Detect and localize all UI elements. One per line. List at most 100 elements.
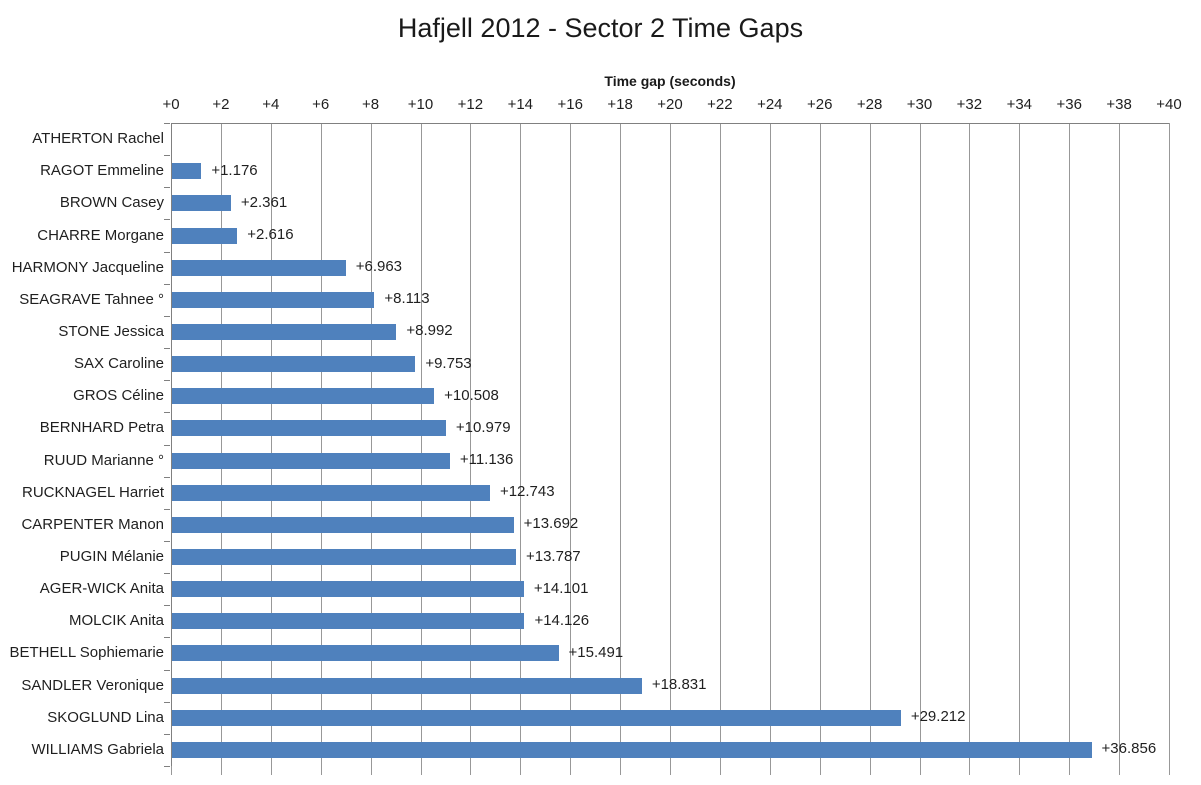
x-tick-label: +0 xyxy=(162,96,180,113)
bar-value-label: +14.101 xyxy=(533,579,589,597)
y-axis-tick xyxy=(164,733,170,735)
x-tick-label: +38 xyxy=(1106,96,1132,113)
category-label: GROS Céline xyxy=(73,387,164,405)
y-axis-tick xyxy=(164,701,170,703)
bar-value-label: +1.176 xyxy=(211,161,258,179)
plot-area: +1.176 +2.361 +2.616 +6.963 +8.113 +8.992 +9.7… xyxy=(164,123,1170,775)
y-axis-tick xyxy=(164,540,170,542)
bar xyxy=(172,420,446,437)
bar xyxy=(172,581,524,598)
bar xyxy=(172,677,642,694)
bar xyxy=(172,613,525,630)
bar xyxy=(172,516,514,533)
x-axis-title: Time gap (seconds) xyxy=(604,73,736,89)
bar-value-label: +6.963 xyxy=(355,258,403,276)
x-tick-label: +10 xyxy=(407,96,434,113)
y-axis-tick xyxy=(164,605,170,607)
category-label: RUUD Marianne ° xyxy=(43,451,164,469)
y-axis-tick xyxy=(164,251,170,253)
gridline xyxy=(719,123,721,775)
bar-value-label: +8.113 xyxy=(384,290,430,308)
bar xyxy=(172,709,901,726)
category-label: AGER-WICK Anita xyxy=(39,580,164,598)
y-axis-line xyxy=(171,123,172,766)
x-tick-label: +8 xyxy=(362,96,380,113)
bar xyxy=(172,484,490,501)
x-tick-label: +2 xyxy=(212,96,230,113)
category-label: RAGOT Emmeline xyxy=(40,162,164,180)
gridline xyxy=(470,123,472,775)
bar-value-label: +2.361 xyxy=(240,193,288,211)
gridline xyxy=(220,123,222,775)
category-label: ATHERTON Rachel xyxy=(32,130,164,148)
bar-value-label: +10.508 xyxy=(444,386,499,404)
bar-value-label: +8.992 xyxy=(406,322,453,340)
category-label: BROWN Casey xyxy=(59,194,164,212)
gridline xyxy=(320,123,322,775)
y-axis-tick xyxy=(164,669,170,671)
bar-value-label: +12.743 xyxy=(499,483,555,501)
category-label: BETHELL Sophiemarie xyxy=(9,644,164,662)
category-label: CARPENTER Manon xyxy=(21,515,164,533)
bar-value-label: +36.856 xyxy=(1101,740,1157,758)
bar xyxy=(172,259,346,276)
gridline xyxy=(869,123,871,775)
bar xyxy=(172,549,516,566)
x-tick-label: +28 xyxy=(856,96,883,113)
y-axis-tick xyxy=(164,476,170,478)
category-label: BERNHARD Petra xyxy=(39,419,164,437)
category-label: WILLIAMS Gabriela xyxy=(31,740,164,758)
bar-value-label: +10.979 xyxy=(455,418,511,436)
bar xyxy=(172,291,375,308)
bar xyxy=(172,163,202,180)
gridline xyxy=(1169,123,1170,775)
gridline xyxy=(520,123,522,775)
bar xyxy=(172,645,559,662)
bar xyxy=(172,452,450,469)
gridline xyxy=(620,123,622,775)
bar xyxy=(172,388,435,405)
category-label: HARMONY Jacqueline xyxy=(11,258,164,276)
bar-value-label: +29.212 xyxy=(910,708,966,726)
bar-value-label: +11.136 xyxy=(459,451,514,469)
category-label: SEAGRAVE Tahnee ° xyxy=(19,290,164,308)
category-label: PUGIN Mélanie xyxy=(59,548,164,566)
x-tick-label: +34 xyxy=(1006,96,1033,113)
y-axis: ATHERTON Rachel RAGOT Emmeline BROWN Casey… xyxy=(0,123,164,766)
y-axis-tick xyxy=(164,348,170,350)
x-tick-label: +26 xyxy=(806,96,833,113)
y-axis-tick xyxy=(164,380,170,382)
gridline xyxy=(1069,123,1071,775)
x-tick-label: +36 xyxy=(1056,96,1082,113)
gridline xyxy=(769,123,771,775)
bar-value-label: +13.787 xyxy=(525,547,581,565)
bar xyxy=(172,323,397,340)
x-tick-label: +18 xyxy=(607,96,633,113)
y-axis-tick xyxy=(164,444,170,446)
x-axis: +0 +2 +4 +6 +8 +10 +12 +14 +16 +18 +20 +22 +24 +26 +28… xyxy=(162,96,1181,114)
x-tick-label: +14 xyxy=(507,96,534,113)
y-axis-tick xyxy=(164,219,170,221)
bar xyxy=(172,356,416,373)
bar xyxy=(172,195,231,212)
category-label: RUCKNAGEL Harriet xyxy=(22,483,164,501)
bar-value-label: +18.831 xyxy=(651,676,707,694)
gridline xyxy=(1019,123,1021,775)
x-tick-label: +12 xyxy=(457,96,484,113)
gridline xyxy=(819,123,821,775)
y-axis-tick xyxy=(164,573,170,575)
gridline xyxy=(919,123,921,775)
category-label: SANDLER Veronique xyxy=(21,676,164,694)
bar-value-label: +2.616 xyxy=(247,226,294,244)
bar xyxy=(172,227,238,244)
y-axis-tick xyxy=(164,283,170,285)
x-axis-line xyxy=(171,123,1169,124)
gridline xyxy=(270,123,272,775)
bar-value-label: +9.753 xyxy=(425,354,472,372)
bar-value-label: +13.692 xyxy=(523,515,579,533)
gridline xyxy=(370,123,372,775)
category-label: CHARRE Morgane xyxy=(37,226,164,244)
x-tick-label: +16 xyxy=(557,96,583,113)
y-axis-tick xyxy=(164,315,170,317)
